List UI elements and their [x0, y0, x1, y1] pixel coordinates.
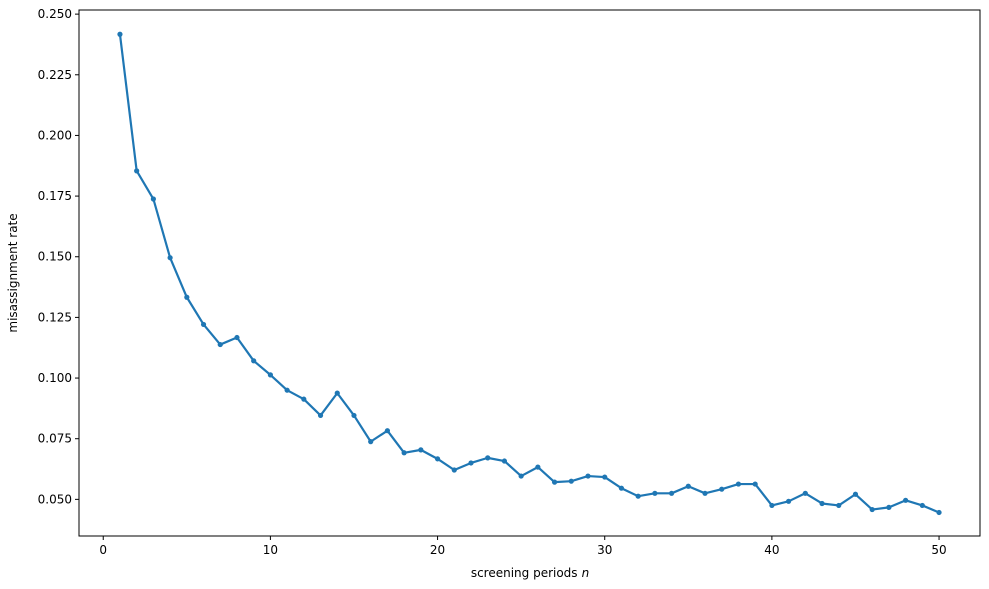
- data-point: [284, 387, 290, 393]
- data-point: [518, 473, 524, 479]
- data-point: [251, 358, 257, 364]
- x-tick-label: 20: [430, 543, 445, 557]
- data-point: [919, 502, 925, 509]
- data-point: [200, 321, 207, 328]
- data-point: [535, 464, 541, 470]
- y-tick-label: 0.075: [38, 432, 72, 446]
- data-point: [301, 396, 307, 402]
- data-point: [936, 509, 942, 516]
- plot-frame: [78, 9, 981, 537]
- data-point: [903, 497, 909, 503]
- data-point: [485, 455, 491, 461]
- data-point: [786, 498, 792, 504]
- y-tick-label: 0.125: [38, 310, 72, 324]
- data-point: [150, 196, 156, 202]
- y-tick-label: 0.200: [38, 128, 72, 142]
- data-point: [418, 447, 424, 453]
- x-tick-label: 50: [931, 543, 946, 557]
- data-point: [184, 294, 190, 300]
- data-point: [836, 502, 842, 509]
- data-point: [602, 474, 608, 480]
- data-point: [802, 490, 808, 496]
- y-tick-label: 0.250: [38, 7, 72, 21]
- data-point: [351, 412, 357, 419]
- data-point: [434, 456, 441, 462]
- data-point: [702, 490, 708, 496]
- data-point: [451, 467, 457, 473]
- data-point: [217, 341, 223, 348]
- data-point: [769, 502, 775, 509]
- data-point: [752, 481, 758, 487]
- y-tick-label: 0.225: [38, 68, 72, 82]
- data-point: [267, 372, 273, 378]
- data-line: [118, 34, 940, 514]
- data-point: [468, 460, 474, 466]
- data-point: [635, 493, 641, 499]
- x-tick-label: 0: [99, 543, 107, 557]
- x-axis-label: screening periods n: [471, 566, 589, 580]
- data-point: [618, 485, 625, 491]
- data-point: [819, 500, 825, 507]
- x-tick-label: 40: [764, 543, 779, 557]
- data-point: [401, 450, 407, 456]
- data-point: [852, 491, 859, 497]
- data-point: [368, 439, 374, 445]
- data-point: [317, 412, 324, 419]
- data-point: [685, 483, 691, 489]
- data-point: [886, 504, 892, 510]
- y-tick-label: 0.050: [38, 492, 72, 506]
- y-tick-label: 0.100: [38, 371, 72, 385]
- data-point: [735, 481, 742, 487]
- y-axis-label: misassignment rate: [6, 213, 20, 332]
- data-point: [501, 458, 508, 464]
- data-point: [384, 428, 391, 434]
- data-point: [568, 478, 574, 484]
- y-tick-label: 0.150: [38, 250, 72, 264]
- y-tick-label: 0.175: [38, 189, 72, 203]
- x-tick-label: 10: [263, 543, 278, 557]
- x-axis-label-text: screening periods: [471, 566, 578, 580]
- data-point: [668, 490, 675, 496]
- data-point: [234, 334, 240, 341]
- data-point: [869, 506, 875, 513]
- data-point: [334, 390, 340, 396]
- data-point: [551, 479, 558, 485]
- data-point: [585, 473, 591, 479]
- x-tick-label: 30: [597, 543, 612, 557]
- data-point: [117, 31, 123, 37]
- data-point: [719, 486, 725, 492]
- data-point: [652, 490, 658, 496]
- data-point: [167, 255, 173, 261]
- data-point: [134, 168, 140, 174]
- x-axis-label-var: n: [582, 566, 590, 580]
